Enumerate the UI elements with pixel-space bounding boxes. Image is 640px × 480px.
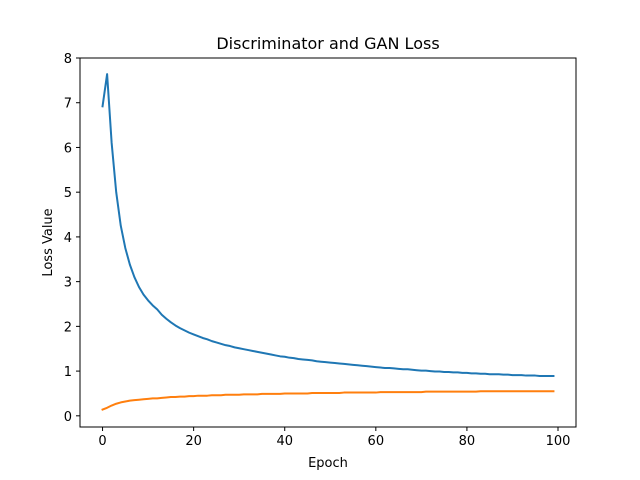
y-tick-label: 6 xyxy=(64,141,72,156)
y-tick-label: 0 xyxy=(64,410,72,425)
plot-area-frame xyxy=(79,57,577,428)
x-tick-label: 100 xyxy=(546,434,571,449)
series-line-2 xyxy=(101,390,555,411)
y-tick-label: 8 xyxy=(64,52,72,67)
x-tick-label: 40 xyxy=(276,434,293,449)
y-axis: 0 1 2 3 4 5 6 7 8 xyxy=(64,52,80,425)
y-tick-label: 1 xyxy=(64,365,72,380)
x-tick-label: 80 xyxy=(459,434,476,449)
y-tick-label: 5 xyxy=(64,186,72,201)
series-layer xyxy=(101,73,555,411)
x-tick-label: 60 xyxy=(368,434,385,449)
y-tick-label: 3 xyxy=(64,276,72,291)
x-axis-label: Epoch xyxy=(308,456,348,471)
y-tick-label: 4 xyxy=(64,231,72,246)
x-axis: 0 20 40 60 80 100 xyxy=(98,427,570,449)
y-axis-label: Loss Value xyxy=(41,208,56,276)
y-tick-label: 7 xyxy=(64,97,72,112)
chart-title: Discriminator and GAN Loss xyxy=(216,34,439,53)
x-tick-label: 0 xyxy=(98,434,106,449)
series-line-1 xyxy=(101,73,555,378)
y-tick-label: 2 xyxy=(64,320,72,335)
x-tick-label: 20 xyxy=(185,434,202,449)
